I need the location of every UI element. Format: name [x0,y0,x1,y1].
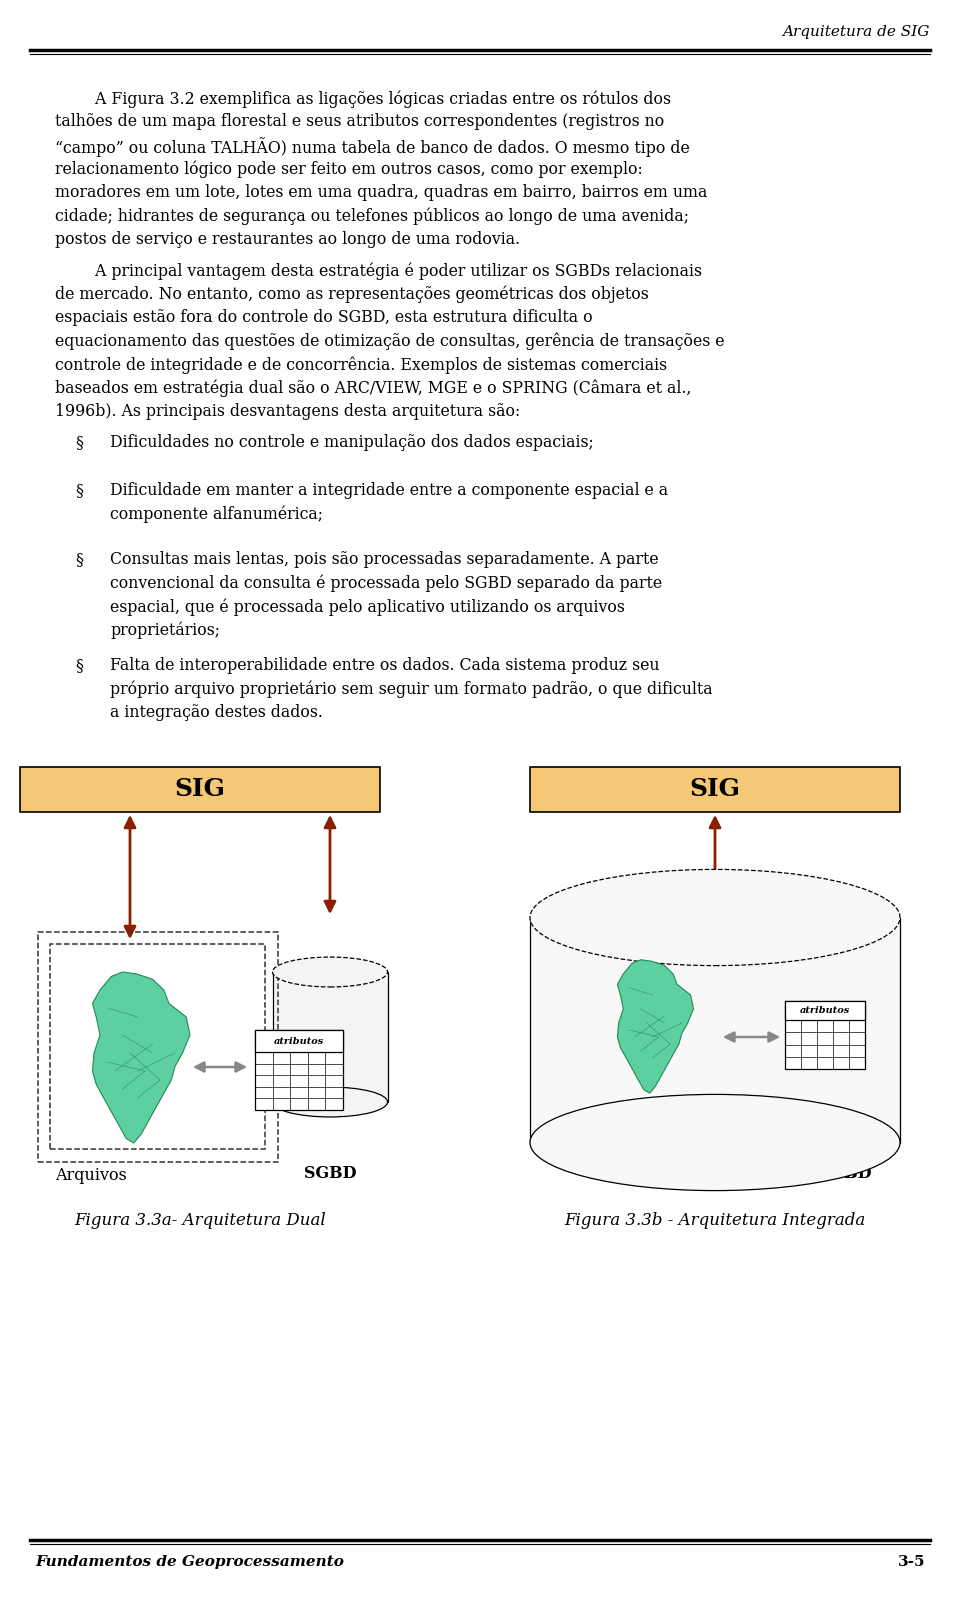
Text: cidade; hidrantes de segurança ou telefones públicos ao longo de uma avenida;: cidade; hidrantes de segurança ou telefo… [55,208,689,225]
Bar [255,1030,343,1110]
Ellipse shape [530,1094,900,1191]
Bar [273,973,388,1102]
Polygon shape [92,973,190,1143]
Text: atributos: atributos [800,1006,851,1016]
Text: Consultas mais lentas, pois são processadas separadamente. A parte: Consultas mais lentas, pois são processa… [110,551,659,569]
FancyBboxPatch shape [20,767,380,811]
Text: componente alfanumérica;: componente alfanumérica; [110,506,323,522]
Text: §: § [75,656,83,674]
Text: Arquivos: Arquivos [55,1167,127,1183]
FancyBboxPatch shape [530,767,900,811]
Text: SIG: SIG [689,778,740,802]
Text: Figura 3.3b - Arquitetura Integrada: Figura 3.3b - Arquitetura Integrada [564,1212,866,1230]
Text: espacial, que é processada pelo aplicativo utilizando os arquivos: espacial, que é processada pelo aplicati… [110,597,625,615]
Text: proprietários;: proprietários; [110,621,220,639]
Text: espaciais estão fora do controle do SGBD, esta estrutura dificulta o: espaciais estão fora do controle do SGBD… [55,308,592,326]
Text: moradores em um lote, lotes em uma quadra, quadras em bairro, bairros em uma: moradores em um lote, lotes em uma quadr… [55,184,708,201]
Text: atributos: atributos [274,1036,324,1046]
Bar [785,1001,865,1068]
Text: baseados em estratégia dual são o ARC∕VIEW, MGE e o SPRING (Câmara et al.,: baseados em estratégia dual são o ARC∕VI… [55,380,691,398]
Bar [255,1030,343,1052]
Text: SIG: SIG [175,778,226,802]
Text: SGBD: SGBD [303,1164,356,1182]
Text: A Figura 3.2 exemplifica as ligações lógicas criadas entre os rótulos dos: A Figura 3.2 exemplifica as ligações lóg… [55,89,671,107]
Text: Fundamentos de Geoprocessamento: Fundamentos de Geoprocessamento [35,1555,344,1568]
Ellipse shape [530,869,900,966]
Text: §: § [75,482,83,498]
Text: 1996b). As principais desvantagens desta arquitetura são:: 1996b). As principais desvantagens desta… [55,402,520,420]
Text: Dificuldades no controle e manipulação dos dados espaciais;: Dificuldades no controle e manipulação d… [110,434,593,450]
Text: §: § [75,434,83,450]
Text: “campo” ou coluna TALHÃO) numa tabela de banco de dados. O mesmo tipo de: “campo” ou coluna TALHÃO) numa tabela de… [55,137,689,157]
Ellipse shape [273,1088,388,1116]
Ellipse shape [273,957,388,987]
Text: próprio arquivo proprietário sem seguir um formato padrão, o que dificulta: próprio arquivo proprietário sem seguir … [110,680,712,698]
Text: SGBD: SGBD [819,1164,872,1182]
Polygon shape [617,960,693,1094]
Text: convencional da consulta é processada pelo SGBD separado da parte: convencional da consulta é processada pe… [110,575,662,592]
Text: postos de serviço e restaurantes ao longo de uma rodovia.: postos de serviço e restaurantes ao long… [55,232,520,248]
Text: equacionamento das questões de otimização de consultas, gerência de transações e: equacionamento das questões de otimizaçã… [55,332,725,350]
Text: Figura 3.3a- Arquitetura Dual: Figura 3.3a- Arquitetura Dual [74,1212,325,1230]
Text: Dificuldade em manter a integridade entre a componente espacial e a: Dificuldade em manter a integridade entr… [110,482,668,498]
Text: talhões de um mapa florestal e seus atributos correspondentes (registros no: talhões de um mapa florestal e seus atri… [55,113,664,131]
Text: Falta de interoperabilidade entre os dados. Cada sistema produz seu: Falta de interoperabilidade entre os dad… [110,656,660,674]
Bar [38,933,278,1163]
Text: A principal vantagem desta estratégia é poder utilizar os SGBDs relacionais: A principal vantagem desta estratégia é … [55,262,702,279]
Text: de mercado. No entanto, como as representações geométricas dos objetos: de mercado. No entanto, como as represen… [55,286,649,303]
Bar [50,944,265,1148]
Bar [530,918,900,1142]
Text: a integração destes dados.: a integração destes dados. [110,704,323,720]
Text: relacionamento lógico pode ser feito em outros casos, como por exemplo:: relacionamento lógico pode ser feito em … [55,161,643,177]
Bar [785,1001,865,1020]
Text: controle de integridade e de concorrência. Exemplos de sistemas comerciais: controle de integridade e de concorrênci… [55,356,667,374]
Text: 3-5: 3-5 [898,1555,925,1568]
Text: §: § [75,551,83,569]
Text: Arquitetura de SIG: Arquitetura de SIG [782,26,930,38]
